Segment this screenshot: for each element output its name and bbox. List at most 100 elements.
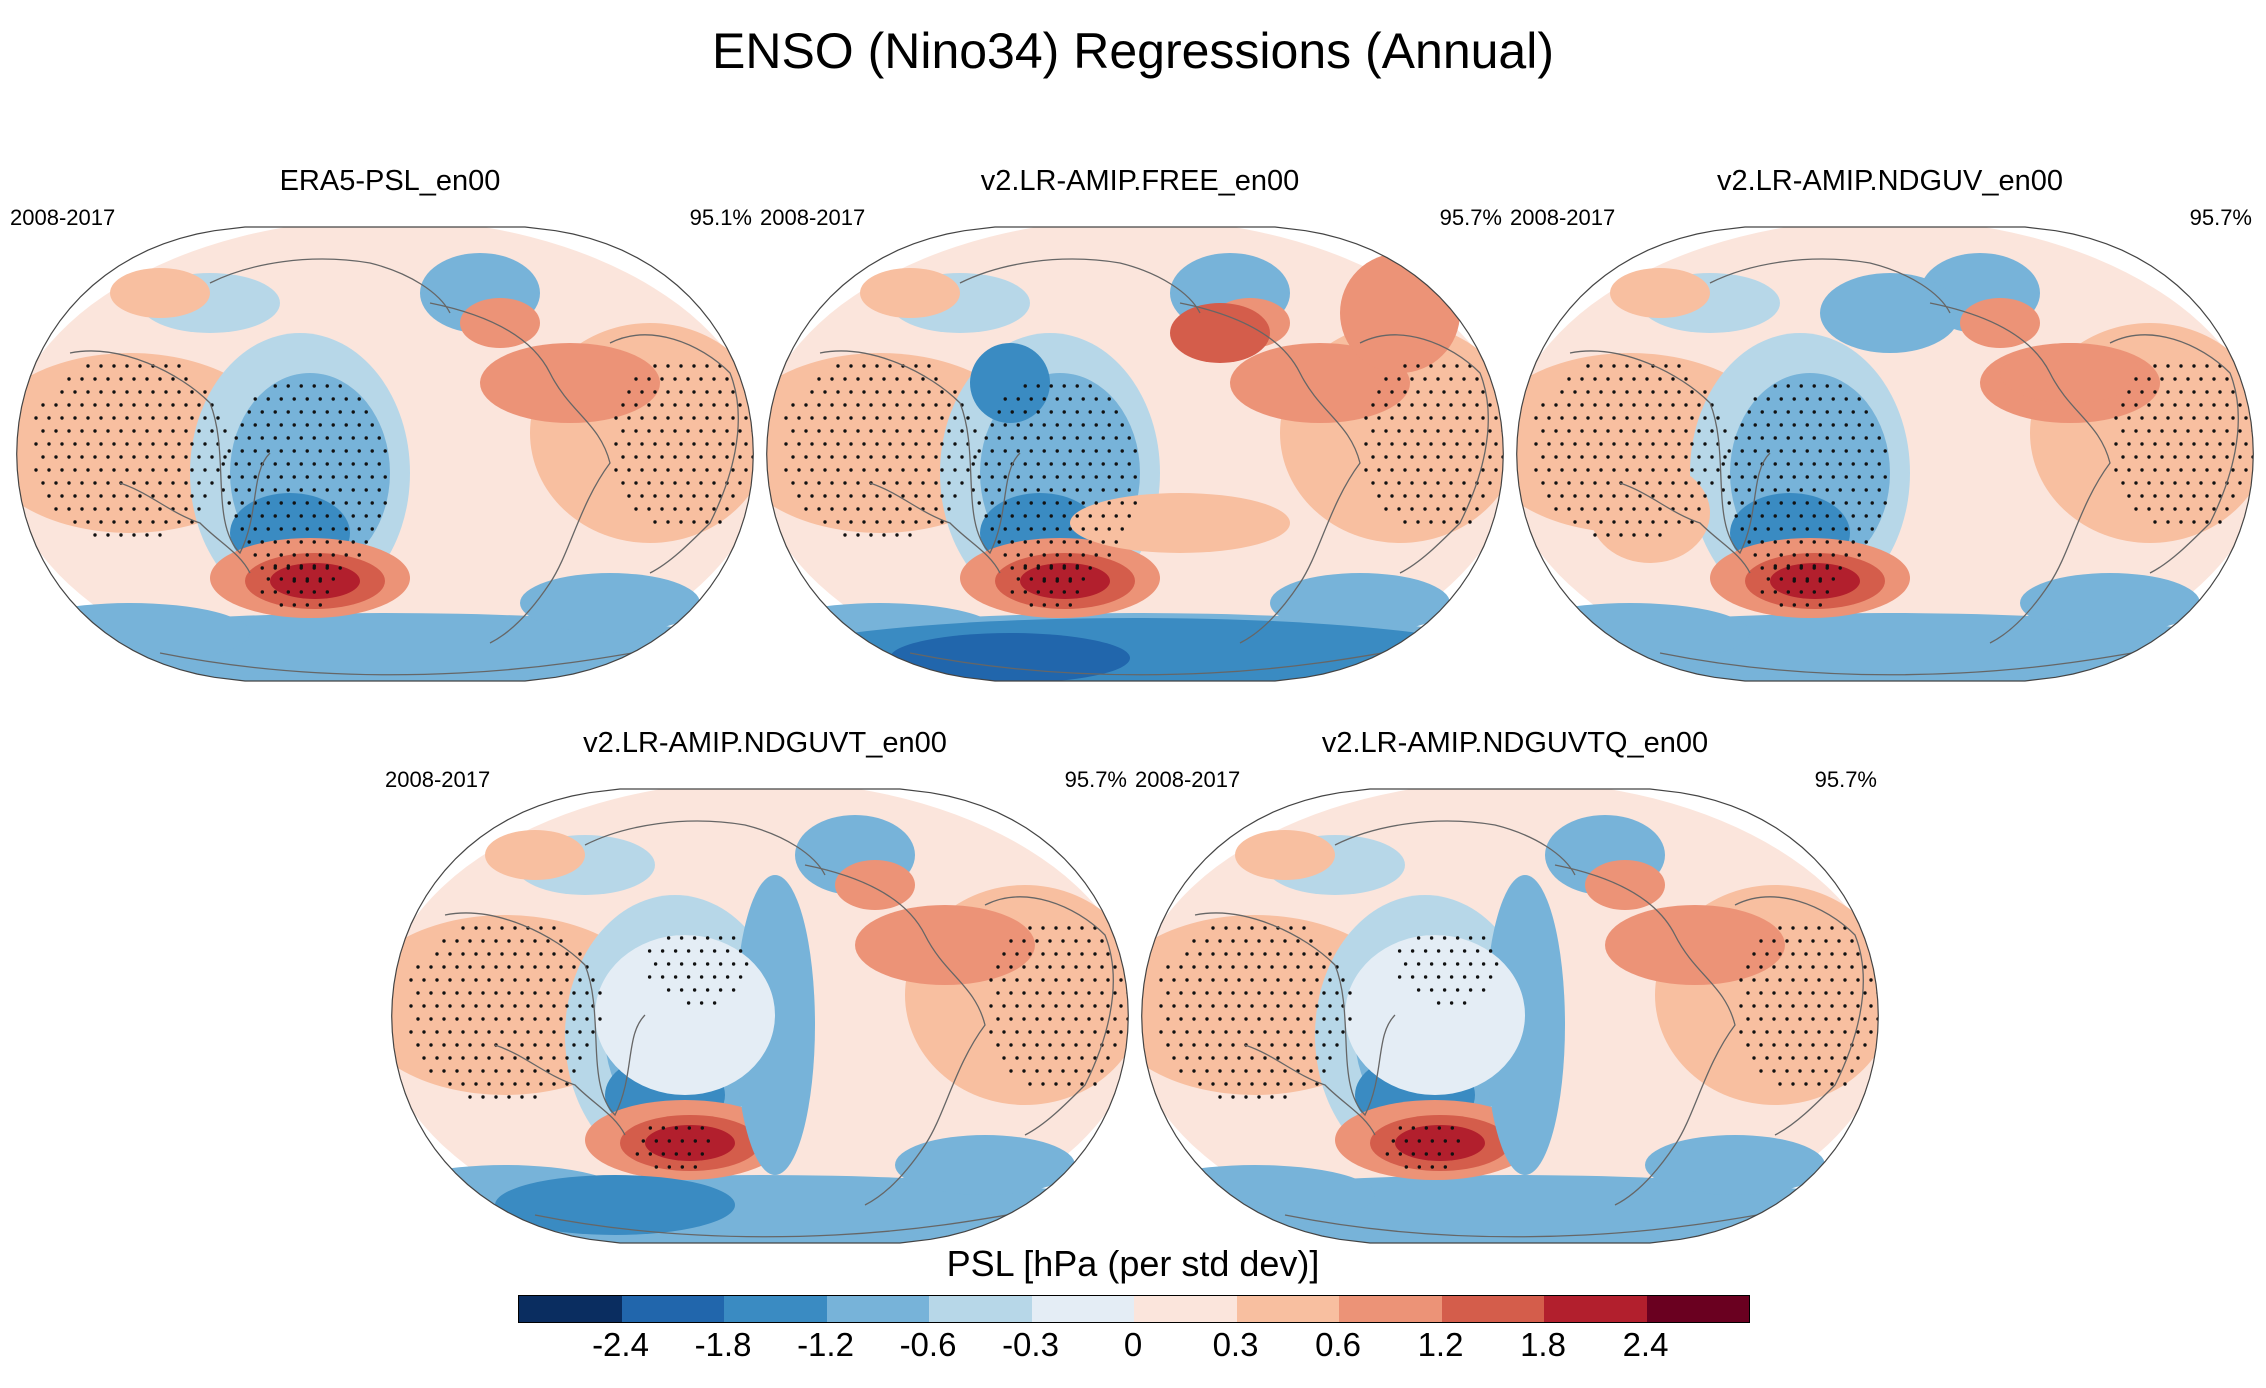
significance-stippling — [614, 364, 754, 524]
psl-anomaly-region — [1395, 1125, 1485, 1161]
psl-anomaly-region — [2020, 573, 2200, 633]
map-outline — [16, 226, 754, 682]
panel-title: v2.LR-AMIP.NDGUV_en00 — [1716, 165, 2063, 197]
psl-anomaly-region — [1960, 298, 2040, 348]
map-field — [766, 227, 1504, 681]
psl-anomaly-region — [485, 830, 585, 880]
panel-percent: 95.7% — [1439, 205, 1502, 230]
significance-stippling — [409, 926, 602, 1099]
colorbar-swatch — [519, 1296, 622, 1322]
colorbar-swatch — [826, 1296, 929, 1322]
psl-anomaly-region — [895, 1135, 1075, 1195]
coastlines — [69, 258, 739, 676]
psl-anomaly-region — [735, 875, 815, 1175]
colorbar — [518, 1295, 1750, 1323]
psl-anomaly-region — [1340, 253, 1460, 373]
panel-percent: 95.7% — [1814, 767, 1877, 792]
map-outline — [1141, 788, 1879, 1244]
panel-percent: 95.7% — [1064, 767, 1127, 792]
significance-stippling — [635, 1126, 711, 1169]
significance-stippling — [1721, 384, 1887, 583]
psl-anomaly-region — [1590, 463, 1710, 563]
psl-anomaly-region — [645, 1125, 735, 1161]
colorbar-title: PSL [hPa (per std dev)] — [946, 1243, 1320, 1284]
psl-anomaly-region — [2000, 343, 2140, 403]
colorbar-swatch — [1339, 1296, 1442, 1322]
colorbar-ticks: -2.4 -1.8 -1.2 -0.6 -0.3 0 0.3 0.6 1.2 1.8 2.4 — [518, 1326, 1748, 1370]
panel-percent: 95.7% — [2189, 205, 2252, 230]
panel-percent: 95.1% — [689, 205, 752, 230]
psl-anomaly-region — [520, 573, 700, 633]
psl-anomaly-region — [1645, 1135, 1825, 1195]
panel-title: ERA5-PSL_en00 — [279, 165, 501, 197]
panel-period: 2008-2017 — [10, 205, 116, 230]
significance-stippling — [971, 384, 1137, 583]
psl-anomaly-region — [1020, 563, 1110, 599]
psl-anomaly-region — [1485, 875, 1565, 1175]
significance-stippling — [1010, 564, 1086, 607]
map-outline — [766, 226, 1504, 682]
panel-period: 2008-2017 — [760, 205, 866, 230]
significance-stippling — [784, 364, 977, 537]
regression-map — [766, 226, 1504, 682]
psl-anomaly-region — [480, 343, 660, 423]
psl-anomaly-region — [890, 633, 1130, 681]
map-panel-1: ERA5-PSL_en00 2008-2017 95.1% — [10, 165, 770, 682]
coastlines — [819, 258, 1489, 676]
colorbar-tick-label: 1.8 — [1520, 1326, 1566, 1363]
panel-period: 2008-2017 — [385, 767, 491, 792]
psl-anomaly-region — [1605, 905, 1785, 985]
colorbar-swatch — [1441, 1296, 1544, 1322]
significance-stippling — [1385, 1126, 1461, 1169]
map-panel-5: v2.LR-AMIP.NDGUVTQ_en00 2008-2017 95.7% — [1135, 727, 1895, 1244]
psl-anomaly-region — [16, 603, 250, 663]
map-field — [391, 789, 1129, 1243]
psl-anomaly-region — [855, 905, 1035, 985]
significance-stippling — [1534, 364, 1727, 537]
panel-period: 2008-2017 — [1510, 205, 1616, 230]
psl-anomaly-region — [595, 935, 775, 1095]
map-field — [1141, 789, 1879, 1243]
colorbar-swatch — [724, 1296, 827, 1322]
psl-anomaly-region — [1610, 268, 1710, 318]
psl-anomaly-region — [1270, 573, 1450, 633]
panel-title: v2.LR-AMIP.NDGUVT_en00 — [583, 727, 947, 759]
map-outline — [1516, 226, 2254, 682]
psl-anomaly-region — [1141, 1165, 1375, 1225]
figure-title: ENSO (Nino34) Regressions (Annual) — [711, 23, 1555, 79]
psl-anomaly-region — [1345, 935, 1525, 1095]
regression-map — [1141, 788, 1879, 1244]
colorbar-swatch — [1646, 1296, 1749, 1322]
psl-anomaly-region — [1820, 273, 1960, 353]
colorbar-swatch — [1544, 1296, 1647, 1322]
colorbar-swatch — [621, 1296, 724, 1322]
colorbar-tick-label: 1.2 — [1417, 1326, 1464, 1363]
psl-anomaly-region — [270, 563, 360, 599]
significance-stippling — [1364, 364, 1504, 524]
psl-anomaly-region — [495, 1175, 735, 1235]
psl-anomaly-region — [1170, 303, 1270, 363]
coastlines — [1569, 258, 2239, 676]
colorbar-tick-label: 0 — [1123, 1326, 1143, 1363]
significance-stippling — [989, 926, 1129, 1086]
psl-anomaly-region — [110, 268, 210, 318]
psl-anomaly-region — [460, 298, 540, 348]
map-panel-2: v2.LR-AMIP.FREE_en00 2008-2017 95.7% — [760, 165, 1520, 682]
colorbar-tick-label: 0.3 — [1212, 1326, 1259, 1363]
significance-stippling — [1739, 926, 1879, 1086]
colorbar-swatch — [1236, 1296, 1339, 1322]
regression-map — [16, 226, 754, 682]
significance-stippling — [647, 936, 749, 1005]
psl-anomaly-region — [1585, 860, 1665, 910]
significance-stippling — [1397, 936, 1499, 1005]
panel-title: v2.LR-AMIP.FREE_en00 — [980, 165, 1300, 197]
colorbar-tick-label: -1.8 — [694, 1326, 752, 1363]
psl-anomaly-region — [970, 343, 1050, 423]
significance-stippling — [34, 364, 227, 537]
colorbar-tick-label: 2.4 — [1622, 1326, 1669, 1363]
regression-map — [391, 788, 1129, 1244]
psl-anomaly-region — [1230, 343, 1410, 423]
map-field — [1516, 227, 2254, 681]
panel-period: 2008-2017 — [1135, 767, 1241, 792]
colorbar-tick-label: -2.4 — [592, 1326, 649, 1363]
